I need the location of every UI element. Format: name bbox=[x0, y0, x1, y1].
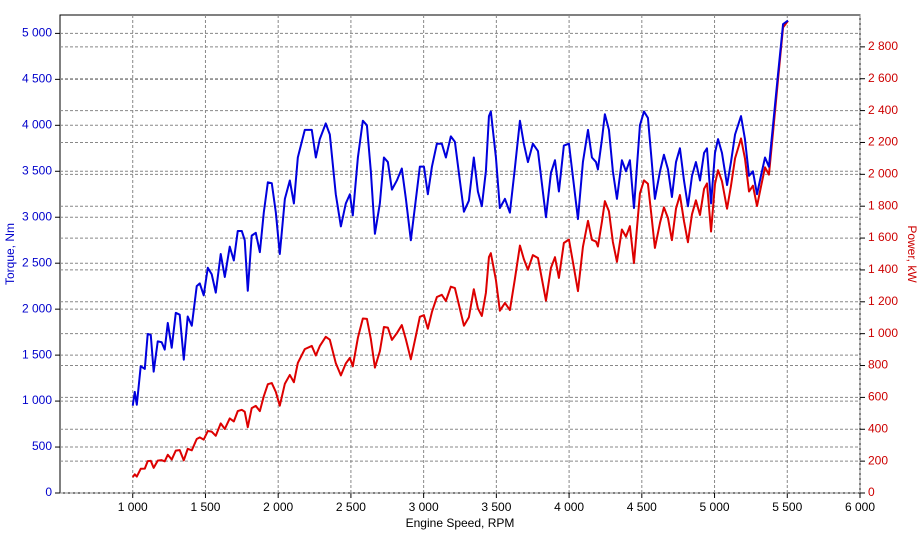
y-tick-label: 2 500 bbox=[22, 255, 52, 269]
x-tick-label: 5 500 bbox=[772, 500, 802, 514]
y2-tick-label: 2 200 bbox=[868, 135, 898, 149]
y-tick-label: 4 500 bbox=[22, 72, 52, 86]
y-tick-label: 1 000 bbox=[22, 393, 52, 407]
y2-tick-label: 200 bbox=[868, 453, 888, 467]
y-tick-label: 0 bbox=[45, 485, 52, 499]
y-tick-label: 5 000 bbox=[22, 26, 52, 40]
y2-axis-label: Power, kW bbox=[905, 225, 919, 283]
y-tick-label: 500 bbox=[32, 439, 52, 453]
line-series bbox=[131, 20, 789, 478]
y2-tick-label: 2 600 bbox=[868, 71, 898, 85]
y2-tick-label: 2 400 bbox=[868, 103, 898, 117]
y-tick-label: 4 000 bbox=[22, 117, 52, 131]
y2-tick-label: 1 200 bbox=[868, 294, 898, 308]
x-tick-label: 3 500 bbox=[481, 500, 511, 514]
x-tick-label: 2 500 bbox=[336, 500, 366, 514]
y2-tick-label: 1 800 bbox=[868, 198, 898, 212]
y-tick-label: 3 000 bbox=[22, 209, 52, 223]
y-tick-label: 2 000 bbox=[22, 301, 52, 315]
y-tick-label: 1 500 bbox=[22, 347, 52, 361]
x-tick-label: 2 000 bbox=[263, 500, 293, 514]
y2-tick-label: 2 800 bbox=[868, 39, 898, 53]
y2-tick-label: 1 400 bbox=[868, 262, 898, 276]
y2-tick-label: 800 bbox=[868, 358, 888, 372]
y-axis-label: Torque, Nm bbox=[3, 223, 17, 285]
x-tick-label: 6 000 bbox=[845, 500, 875, 514]
y2-tick-label: 1 600 bbox=[868, 230, 898, 244]
x-tick-label: 4 000 bbox=[554, 500, 584, 514]
y2-tick-label: 400 bbox=[868, 421, 888, 435]
y2-tick-label: 2 000 bbox=[868, 167, 898, 181]
y-tick-label: 3 500 bbox=[22, 163, 52, 177]
line-series bbox=[131, 19, 789, 406]
x-tick-label: 1 500 bbox=[190, 500, 220, 514]
x-tick-label: 5 000 bbox=[700, 500, 730, 514]
plot-frame bbox=[59, 14, 861, 494]
x-axis-label: Engine Speed, RPM bbox=[406, 516, 515, 530]
x-tick-label: 4 500 bbox=[627, 500, 657, 514]
x-tick-label: 3 000 bbox=[409, 500, 439, 514]
y2-tick-label: 600 bbox=[868, 390, 888, 404]
y2-tick-label: 0 bbox=[868, 485, 875, 499]
y2-tick-label: 1 000 bbox=[868, 326, 898, 340]
x-tick-label: 1 000 bbox=[118, 500, 148, 514]
